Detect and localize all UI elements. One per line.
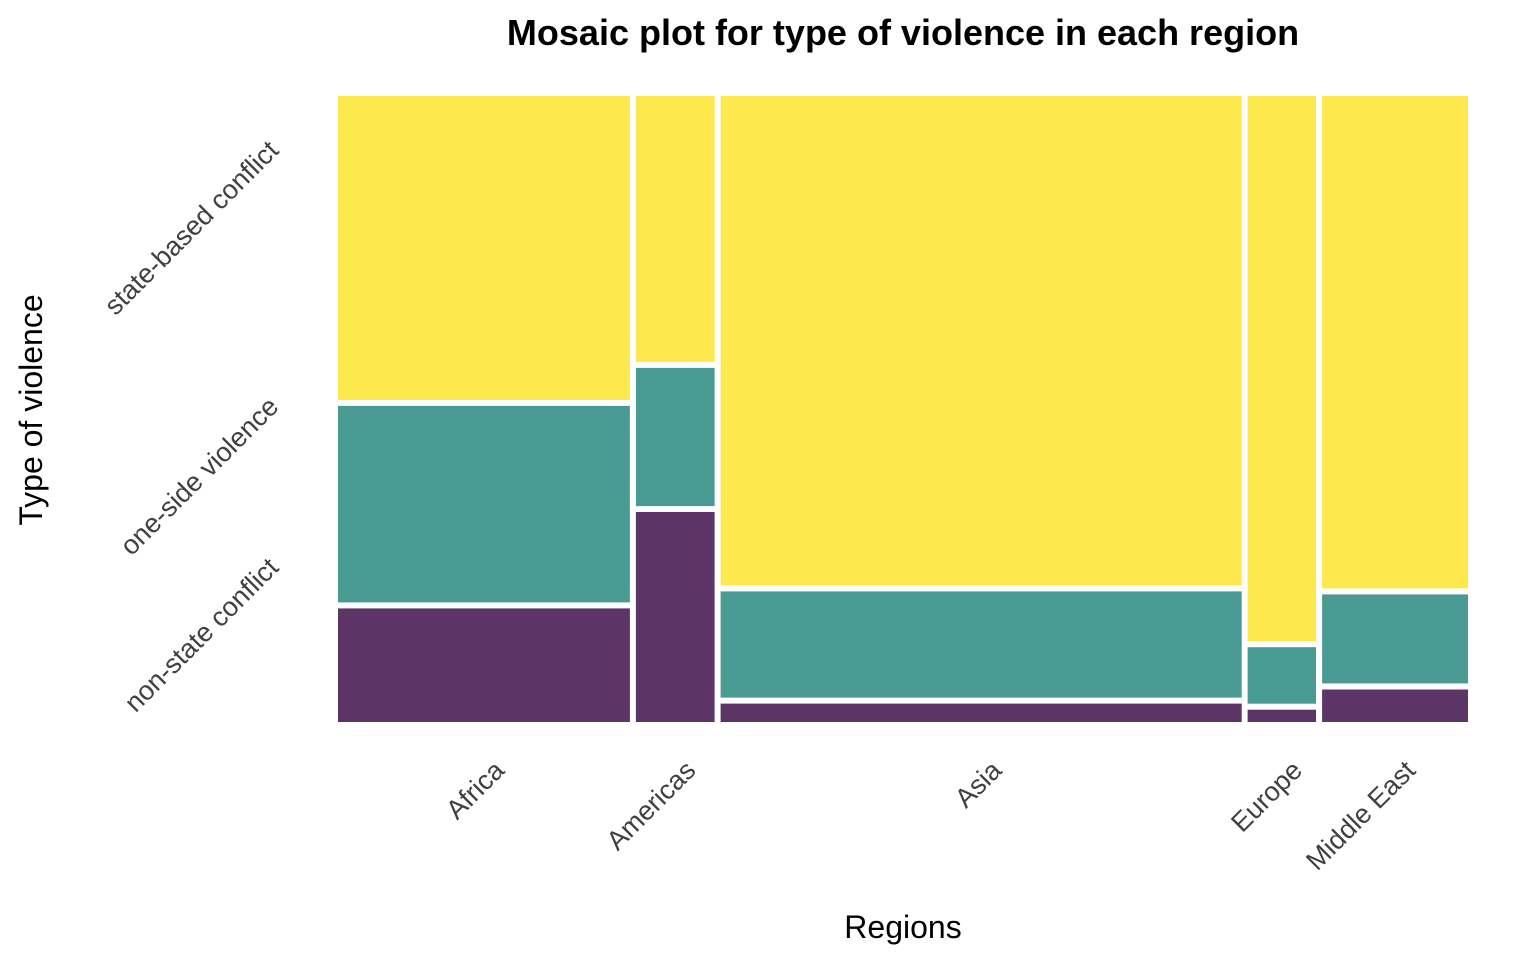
tile-africa-state-based-conflict xyxy=(338,96,630,400)
tile-middle-east-one-side-violence xyxy=(1322,594,1468,684)
tile-europe-state-based-conflict xyxy=(1247,96,1316,642)
x-tick-label-americas: Americas xyxy=(601,755,702,856)
x-tick-label-africa: Africa xyxy=(440,754,511,825)
tile-asia-non-state-conflict xyxy=(720,703,1242,722)
tile-americas-state-based-conflict xyxy=(635,96,715,362)
tile-asia-one-side-violence xyxy=(720,591,1242,698)
y-axis-title: Type of violence xyxy=(13,294,49,525)
y-tick-label-one-side-violence: one-side violence xyxy=(114,391,284,561)
tile-middle-east-state-based-conflict xyxy=(1322,96,1468,589)
tile-americas-non-state-conflict xyxy=(635,512,715,722)
mosaic-tiles xyxy=(338,96,1468,722)
y-tick-label-non-state-conflict: non-state conflict xyxy=(119,552,285,718)
tile-asia-state-based-conflict xyxy=(720,96,1242,586)
x-axis-title: Regions xyxy=(844,909,961,945)
x-tick-label-europe: Europe xyxy=(1225,755,1308,838)
tile-americas-one-side-violence xyxy=(635,367,715,507)
tile-europe-one-side-violence xyxy=(1247,647,1316,704)
tile-africa-one-side-violence xyxy=(338,405,630,603)
tile-middle-east-non-state-conflict xyxy=(1322,689,1468,722)
tile-europe-non-state-conflict xyxy=(1247,709,1316,722)
x-tick-label-asia: Asia xyxy=(949,754,1008,813)
tile-africa-non-state-conflict xyxy=(338,608,630,722)
x-tick-label-middle-east: Middle East xyxy=(1300,755,1421,876)
chart-title: Mosaic plot for type of violence in each… xyxy=(507,12,1299,53)
y-tick-label-state-based-conflict: state-based conflict xyxy=(99,135,285,321)
